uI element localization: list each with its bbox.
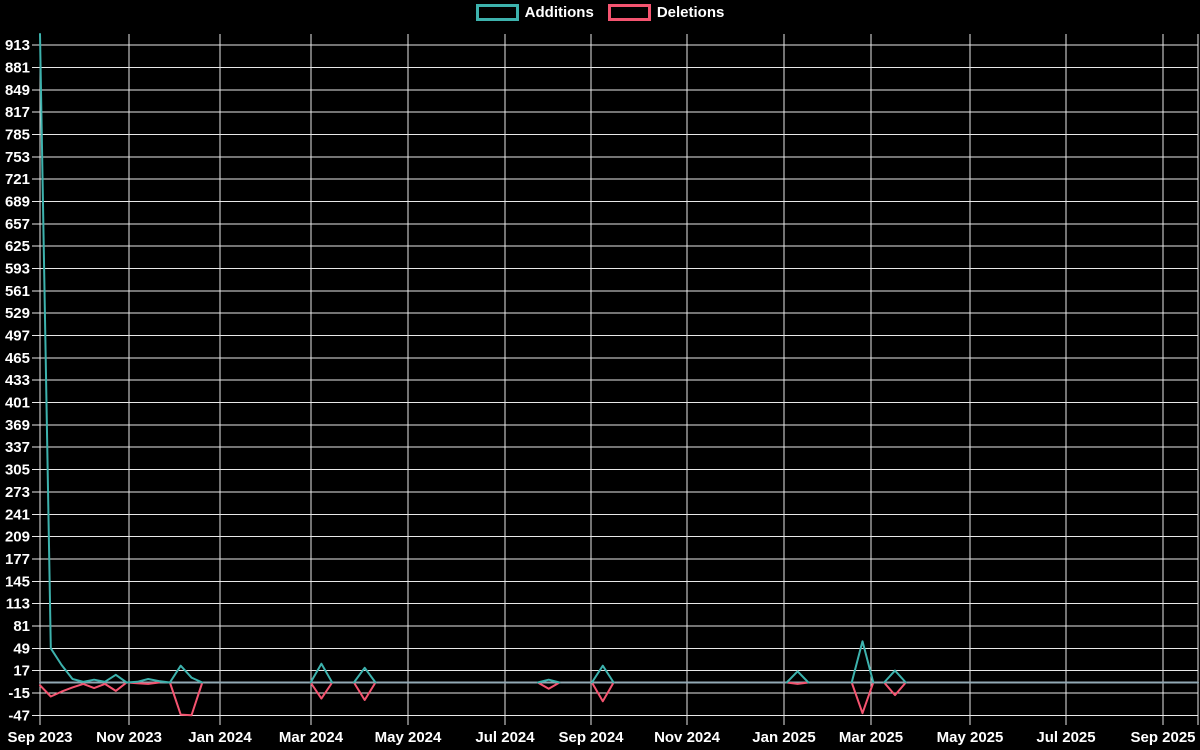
svg-text:Nov 2023: Nov 2023 <box>96 729 162 746</box>
svg-text:369: 369 <box>5 417 30 434</box>
svg-text:Jan 2025: Jan 2025 <box>752 729 815 746</box>
svg-text:657: 657 <box>5 216 30 233</box>
svg-text:593: 593 <box>5 261 30 278</box>
svg-text:81: 81 <box>13 618 30 635</box>
svg-text:529: 529 <box>5 305 30 322</box>
svg-text:881: 881 <box>5 60 30 77</box>
svg-text:913: 913 <box>5 37 30 54</box>
svg-text:Nov 2024: Nov 2024 <box>654 729 721 746</box>
svg-text:433: 433 <box>5 372 30 389</box>
svg-text:625: 625 <box>5 238 30 255</box>
legend-label-deletions: Deletions <box>656 4 725 21</box>
svg-text:209: 209 <box>5 529 30 546</box>
svg-text:Sep 2025: Sep 2025 <box>1130 729 1195 746</box>
legend-item-deletions: Deletions <box>607 4 725 21</box>
svg-text:145: 145 <box>5 573 30 590</box>
deletions-line <box>39 681 907 717</box>
svg-text:401: 401 <box>5 395 30 412</box>
svg-text:497: 497 <box>5 328 30 345</box>
svg-text:465: 465 <box>5 350 30 367</box>
legend-label-additions: Additions <box>524 4 594 21</box>
svg-text:Sep 2023: Sep 2023 <box>7 729 72 746</box>
svg-text:Jul 2025: Jul 2025 <box>1036 729 1095 746</box>
legend-item-additions: Additions <box>475 4 594 21</box>
additions-line <box>39 33 907 684</box>
vertical-gridlines <box>39 34 1199 725</box>
horizontal-gridlines <box>40 44 1198 716</box>
svg-text:241: 241 <box>5 506 30 523</box>
svg-text:305: 305 <box>5 462 30 479</box>
svg-text:Jan 2024: Jan 2024 <box>188 729 252 746</box>
svg-text:Jul 2024: Jul 2024 <box>475 729 535 746</box>
x-axis-labels: Sep 2023 Nov 2023 Jan 2024 Mar 2024 May 2024… <box>7 729 1195 746</box>
svg-text:-15: -15 <box>8 685 30 702</box>
additions-swatch-icon <box>475 4 519 21</box>
svg-text:17: 17 <box>13 663 30 680</box>
svg-text:177: 177 <box>5 551 30 568</box>
svg-text:-47: -47 <box>8 707 30 724</box>
chart-legend: Additions Deletions <box>0 4 1200 21</box>
svg-text:273: 273 <box>5 484 30 501</box>
svg-text:113: 113 <box>6 596 30 613</box>
svg-text:561: 561 <box>5 283 30 300</box>
svg-text:817: 817 <box>5 104 30 121</box>
svg-text:Sep 2024: Sep 2024 <box>558 729 624 746</box>
y-axis-labels: 913 881 849 817 785 753 721 689 657 625 593 561 529 4… <box>5 37 30 724</box>
svg-text:689: 689 <box>5 194 30 211</box>
svg-text:Mar 2025: Mar 2025 <box>839 729 903 746</box>
deletions-swatch-icon <box>607 4 651 21</box>
svg-text:753: 753 <box>5 149 30 166</box>
svg-text:May 2025: May 2025 <box>937 729 1004 746</box>
svg-text:49: 49 <box>13 640 30 657</box>
svg-text:849: 849 <box>5 82 30 99</box>
svg-text:Mar 2024: Mar 2024 <box>279 729 344 746</box>
svg-text:337: 337 <box>5 439 30 456</box>
svg-text:721: 721 <box>5 171 30 188</box>
svg-text:May 2024: May 2024 <box>375 729 442 746</box>
y-axis-tick-marks <box>32 44 40 716</box>
svg-text:785: 785 <box>5 127 30 144</box>
